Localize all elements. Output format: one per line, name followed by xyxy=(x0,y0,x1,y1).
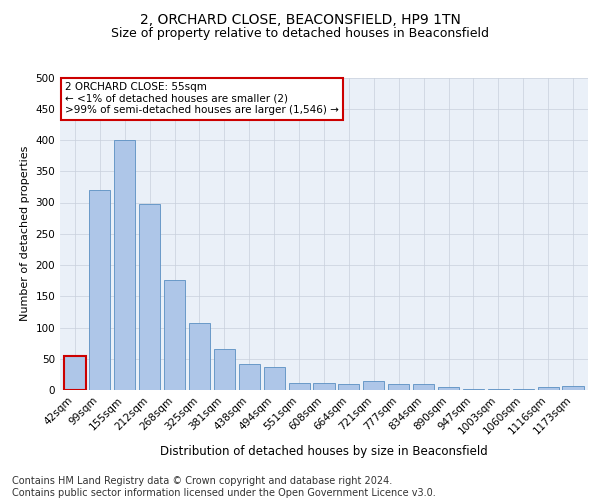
Bar xyxy=(189,323,210,390)
Bar xyxy=(463,389,484,390)
X-axis label: Distribution of detached houses by size in Beaconsfield: Distribution of detached houses by size … xyxy=(160,444,488,458)
Bar xyxy=(438,387,459,390)
Bar xyxy=(214,350,235,390)
Text: Contains HM Land Registry data © Crown copyright and database right 2024.
Contai: Contains HM Land Registry data © Crown c… xyxy=(12,476,436,498)
Bar xyxy=(239,364,260,390)
Text: Size of property relative to detached houses in Beaconsfield: Size of property relative to detached ho… xyxy=(111,28,489,40)
Bar xyxy=(388,384,409,390)
Text: 2, ORCHARD CLOSE, BEACONSFIELD, HP9 1TN: 2, ORCHARD CLOSE, BEACONSFIELD, HP9 1TN xyxy=(140,12,460,26)
Bar xyxy=(263,367,285,390)
Bar xyxy=(64,356,86,390)
Bar xyxy=(89,190,110,390)
Bar xyxy=(289,383,310,390)
Bar xyxy=(538,387,559,390)
Bar xyxy=(114,140,136,390)
Bar xyxy=(313,383,335,390)
Bar xyxy=(562,386,584,390)
Bar xyxy=(338,384,359,390)
Bar xyxy=(363,380,385,390)
Bar xyxy=(139,204,160,390)
Bar xyxy=(164,280,185,390)
Bar xyxy=(413,384,434,390)
Text: 2 ORCHARD CLOSE: 55sqm
← <1% of detached houses are smaller (2)
>99% of semi-det: 2 ORCHARD CLOSE: 55sqm ← <1% of detached… xyxy=(65,82,339,116)
Y-axis label: Number of detached properties: Number of detached properties xyxy=(20,146,30,322)
